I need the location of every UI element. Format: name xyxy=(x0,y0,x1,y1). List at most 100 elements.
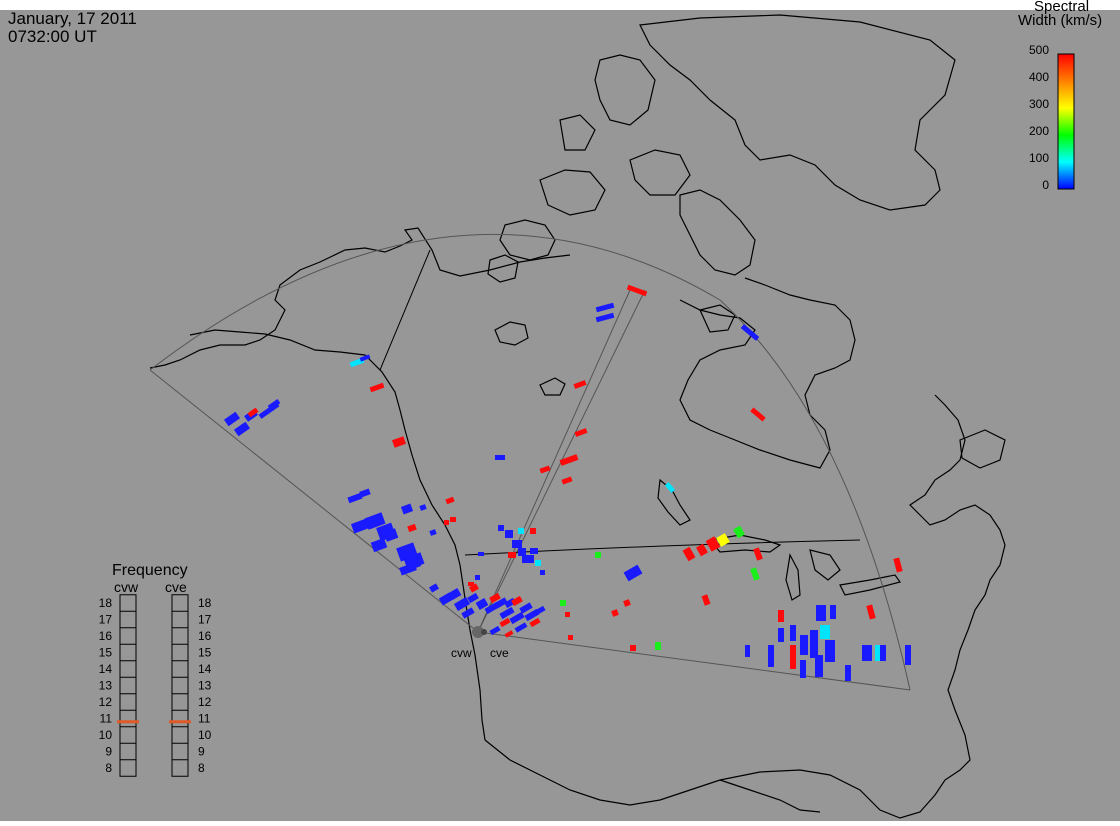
radar-cell xyxy=(469,583,479,593)
radar-cell xyxy=(359,354,371,362)
radar-cell xyxy=(875,645,883,661)
radar-cell xyxy=(816,605,826,621)
radar-cell xyxy=(750,407,766,422)
radar-cell xyxy=(623,599,631,607)
radar-cell xyxy=(626,284,648,297)
radar-cell xyxy=(419,504,427,511)
radar-cell xyxy=(489,592,501,604)
fov-arc xyxy=(149,233,911,691)
radar-cell xyxy=(504,630,514,638)
radar-cell xyxy=(518,548,526,556)
frequency-tick-left: 18 xyxy=(99,596,113,610)
radar-cell xyxy=(369,382,385,393)
radar-site-cve xyxy=(481,629,487,635)
colorbar-tick-label: 100 xyxy=(1029,151,1049,165)
radar-cell xyxy=(830,605,836,619)
radar-cell xyxy=(778,628,784,642)
radar-cell xyxy=(595,302,615,313)
radar-cell xyxy=(512,540,522,548)
radar-cell xyxy=(407,523,417,533)
radar-cell xyxy=(561,476,573,485)
radar-cell xyxy=(733,525,745,539)
frequency-tick-left: 9 xyxy=(105,745,112,759)
radar-cell xyxy=(530,528,536,534)
radar-cell xyxy=(753,547,763,561)
frequency-tick-right: 16 xyxy=(198,629,212,643)
radar-cell xyxy=(820,625,830,639)
radar-cell xyxy=(445,496,455,505)
top-band xyxy=(0,0,1120,10)
radar-cell xyxy=(540,570,545,575)
radar-cell xyxy=(429,583,439,593)
radar-cell xyxy=(529,617,541,628)
frequency-tick-right: 17 xyxy=(198,613,212,627)
arctic-island-2 xyxy=(539,169,606,216)
frequency-tick-right: 18 xyxy=(198,596,212,610)
victoria-island xyxy=(499,219,556,261)
radar-cell xyxy=(682,546,696,562)
frequency-grid: 18 18 17 17 16 16 15 15 14 14 13 13 12 12 11 11 10 10 9 9 8 8 xyxy=(99,594,212,777)
radar-cell xyxy=(511,595,523,607)
radar-cell xyxy=(475,575,480,580)
radar-cell xyxy=(364,512,386,530)
radar-cell xyxy=(630,645,636,651)
radar-cell xyxy=(495,455,505,460)
radar-cell xyxy=(438,592,454,606)
radar-cell xyxy=(893,557,903,573)
lake-huron xyxy=(809,549,841,581)
radar-cell xyxy=(530,548,538,554)
radar-cell xyxy=(560,600,566,606)
radar-cell xyxy=(522,555,534,563)
aleutian-coastline xyxy=(189,329,486,741)
colorbar-title-line1: Spectral xyxy=(1034,0,1090,15)
frequency-tick-left: 12 xyxy=(99,695,113,709)
radar-cell xyxy=(429,529,437,536)
radar-cell xyxy=(498,525,504,531)
radar-cell xyxy=(478,552,484,556)
frequency-tick-right: 15 xyxy=(198,646,212,660)
plot-time: 0732:00 UT xyxy=(8,27,97,46)
colorbar: 500 400 300 200 100 0 xyxy=(1029,43,1075,192)
colorbar-tick-label: 400 xyxy=(1029,70,1049,84)
radar-cell xyxy=(568,635,573,640)
southampton-island xyxy=(699,304,736,333)
frequency-panel: Frequency cvw cve 18 18 17 17 16 16 15 15 14 14 13… xyxy=(99,562,212,777)
frequency-tick-right: 14 xyxy=(198,662,212,676)
arctic-island-4 xyxy=(629,149,691,196)
radar-cell xyxy=(740,324,760,341)
radar-cell xyxy=(444,520,449,525)
colorbar-tick-label: 0 xyxy=(1042,178,1049,192)
radar-cell xyxy=(509,611,525,625)
radar-label-cve: cve xyxy=(490,646,509,660)
frequency-tick-left: 14 xyxy=(99,662,113,676)
radar-cell xyxy=(696,543,708,557)
colorbar-ticks: 500 400 300 200 100 0 xyxy=(1029,43,1049,192)
radar-cell xyxy=(623,564,643,582)
fov-beam-1 xyxy=(477,289,631,633)
colorbar-tick-label: 200 xyxy=(1029,124,1049,138)
radar-cell xyxy=(448,588,462,600)
radar-cell xyxy=(573,380,587,389)
radar-cell xyxy=(499,606,515,620)
radar-cell xyxy=(701,594,711,606)
lake-erie-ontario xyxy=(839,574,901,596)
radar-cell xyxy=(905,645,911,665)
radar-cell xyxy=(664,482,676,493)
radar-label-cvw: cvw xyxy=(451,646,472,660)
frequency-title: Frequency xyxy=(112,562,188,579)
radar-cell xyxy=(508,552,516,558)
radar-cell xyxy=(383,528,399,542)
us-coastline xyxy=(484,394,1006,819)
radar-cell xyxy=(768,645,774,667)
radar-cell xyxy=(565,612,570,617)
radar-cell xyxy=(233,421,251,437)
radar-cell xyxy=(534,605,546,616)
radar-cell xyxy=(518,528,524,534)
frequency-tick-right: 12 xyxy=(198,695,212,709)
radar-cell xyxy=(790,625,796,641)
frequency-tick-right: 9 xyxy=(198,745,205,759)
radar-cell xyxy=(716,533,730,547)
alaska-coastline xyxy=(149,227,571,369)
